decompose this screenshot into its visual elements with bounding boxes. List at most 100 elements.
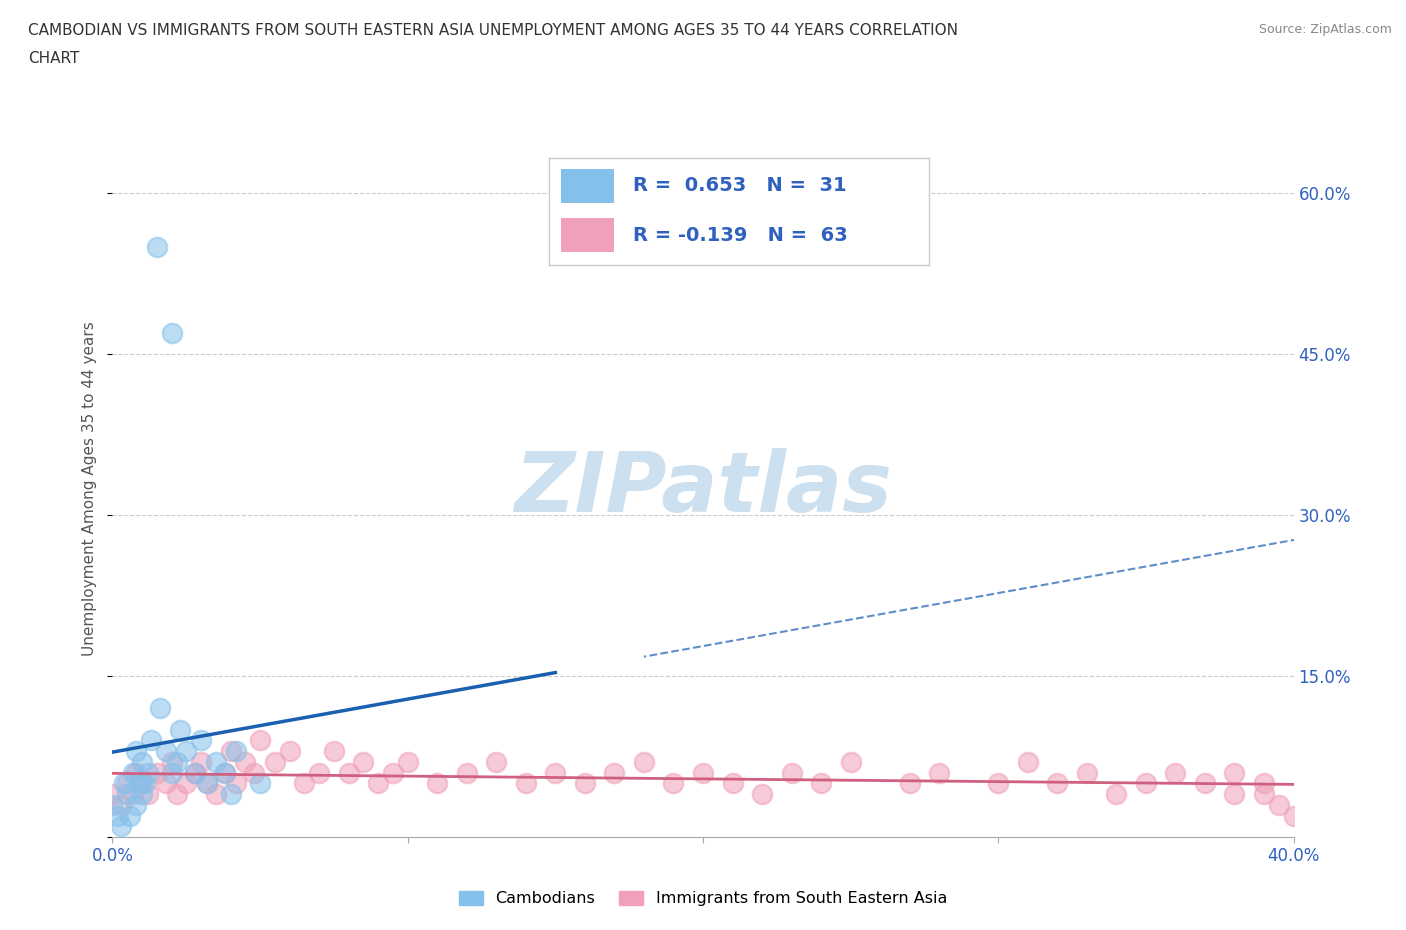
Point	[136, 765, 159, 780]
Point	[120, 808, 142, 823]
Point	[101, 787, 124, 802]
Point	[603, 765, 626, 780]
Y-axis label: Unemployment Among Ages 35 to 44 years: Unemployment Among Ages 35 to 44 years	[82, 321, 97, 656]
Point	[485, 754, 508, 769]
Point	[278, 744, 301, 759]
Text: R = -0.139   N =  63: R = -0.139 N = 63	[633, 226, 848, 245]
Point	[128, 776, 150, 790]
Point	[131, 754, 153, 769]
Point	[898, 776, 921, 790]
Point	[195, 776, 218, 790]
Point	[337, 765, 360, 780]
Point	[174, 744, 197, 759]
Point	[839, 754, 862, 769]
Point	[249, 776, 271, 790]
Point	[117, 776, 138, 790]
Point	[101, 797, 124, 812]
Text: CAMBODIAN VS IMMIGRANTS FROM SOUTH EASTERN ASIA UNEMPLOYMENT AMONG AGES 35 TO 44: CAMBODIAN VS IMMIGRANTS FROM SOUTH EASTE…	[28, 23, 957, 38]
Text: CHART: CHART	[28, 51, 80, 66]
Legend: Cambodians, Immigrants from South Eastern Asia: Cambodians, Immigrants from South Easter…	[453, 884, 953, 912]
Point	[810, 776, 832, 790]
Point	[136, 787, 159, 802]
Point	[160, 326, 183, 340]
Point	[125, 744, 148, 759]
Point	[214, 765, 236, 780]
Text: ZIPatlas: ZIPatlas	[515, 447, 891, 529]
Point	[166, 754, 188, 769]
Point	[544, 765, 567, 780]
Point	[515, 776, 537, 790]
Point	[243, 765, 266, 780]
Point	[1017, 754, 1039, 769]
Point	[396, 754, 419, 769]
Point	[225, 776, 247, 790]
Point	[155, 776, 177, 790]
Point	[1105, 787, 1128, 802]
Point	[205, 787, 228, 802]
Point	[190, 754, 212, 769]
Point	[214, 765, 236, 780]
Point	[1076, 765, 1098, 780]
Point	[382, 765, 405, 780]
Point	[721, 776, 744, 790]
Text: Source: ZipAtlas.com: Source: ZipAtlas.com	[1258, 23, 1392, 36]
Point	[308, 765, 330, 780]
Point	[1253, 787, 1275, 802]
Point	[110, 818, 132, 833]
Point	[1282, 808, 1305, 823]
Point	[1194, 776, 1216, 790]
Point	[107, 808, 129, 823]
Point	[323, 744, 346, 759]
Point	[219, 744, 242, 759]
Text: R =  0.653   N =  31: R = 0.653 N = 31	[633, 177, 846, 195]
Point	[1253, 776, 1275, 790]
Point	[225, 744, 247, 759]
Point	[264, 754, 287, 769]
Point	[184, 765, 207, 780]
Point	[134, 776, 156, 790]
Point	[190, 733, 212, 748]
Bar	[561, 218, 614, 252]
Point	[125, 797, 148, 812]
Point	[456, 765, 478, 780]
Point	[149, 701, 172, 716]
Point	[125, 765, 148, 780]
Point	[249, 733, 271, 748]
Point	[219, 787, 242, 802]
Point	[122, 765, 145, 780]
Point	[1046, 776, 1069, 790]
Point	[184, 765, 207, 780]
Point	[205, 754, 228, 769]
Point	[174, 776, 197, 790]
Point	[780, 765, 803, 780]
Point	[426, 776, 449, 790]
Point	[160, 765, 183, 780]
Point	[139, 733, 162, 748]
Point	[633, 754, 655, 769]
Point	[155, 744, 177, 759]
Point	[574, 776, 596, 790]
Point	[112, 776, 135, 790]
Point	[166, 787, 188, 802]
Point	[117, 787, 138, 802]
Point	[367, 776, 389, 790]
Point	[1135, 776, 1157, 790]
Point	[122, 787, 145, 802]
Point	[1223, 787, 1246, 802]
Point	[146, 765, 169, 780]
Point	[146, 239, 169, 254]
Bar	[561, 169, 614, 203]
Point	[692, 765, 714, 780]
Point	[987, 776, 1010, 790]
Point	[928, 765, 950, 780]
Point	[110, 797, 132, 812]
Point	[292, 776, 315, 790]
Point	[131, 787, 153, 802]
Point	[131, 776, 153, 790]
Point	[662, 776, 685, 790]
Point	[1223, 765, 1246, 780]
Point	[195, 776, 218, 790]
Point	[1268, 797, 1291, 812]
Point	[160, 754, 183, 769]
Point	[169, 723, 191, 737]
